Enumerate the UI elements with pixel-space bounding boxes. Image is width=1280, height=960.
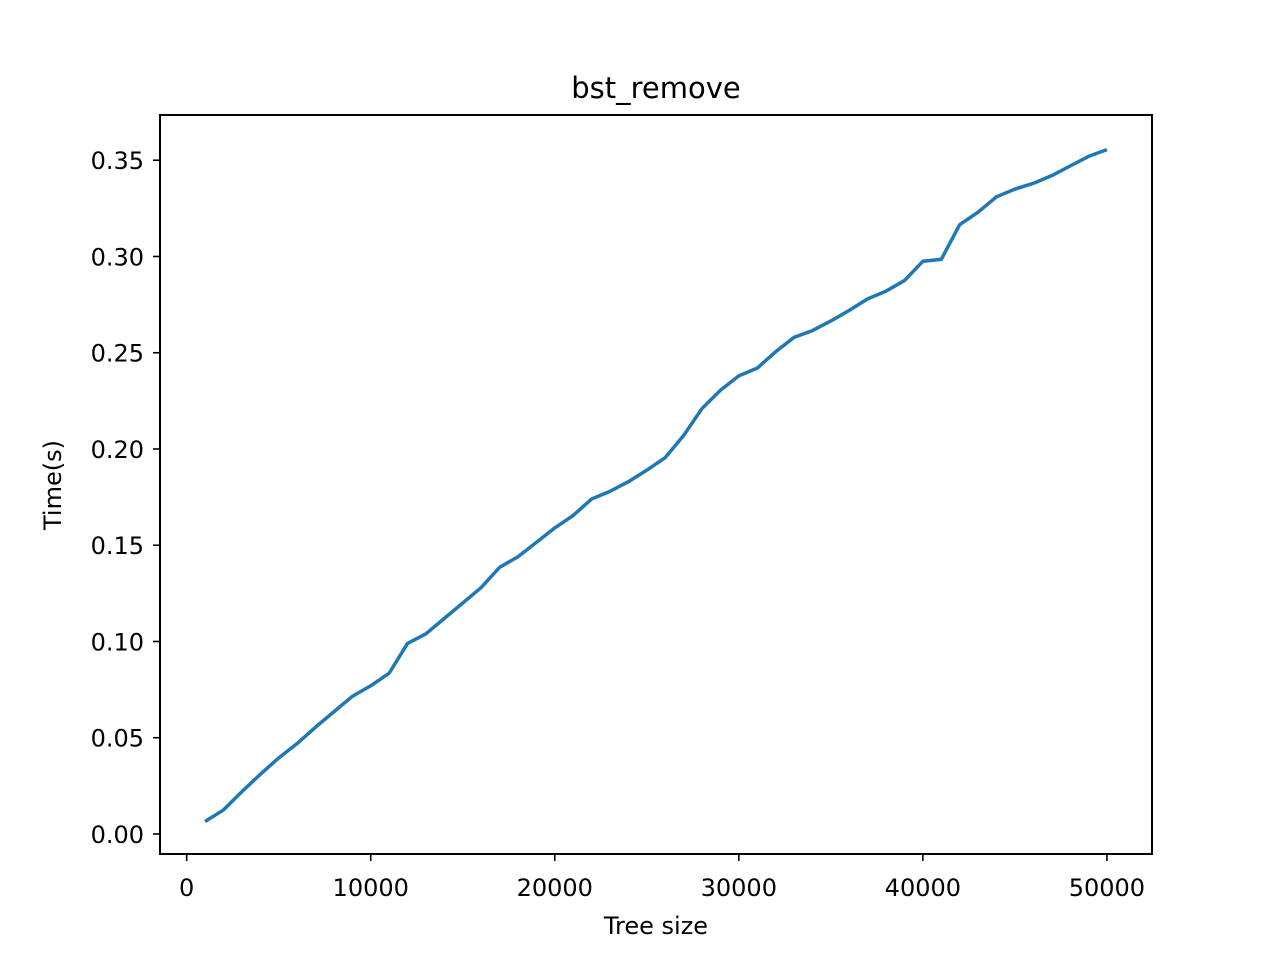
y-tick-label: 0.10 — [91, 628, 144, 656]
series-line-0 — [204, 148, 1108, 823]
y-tick-label: 0.30 — [91, 243, 144, 271]
y-tick-label: 0.05 — [91, 725, 144, 753]
plot-marks — [204, 148, 1108, 823]
y-tick-label: 0.00 — [91, 821, 144, 849]
x-tick-label: 0 — [179, 874, 194, 902]
x-axis-label: Tree size — [603, 912, 708, 940]
x-axis: 0 10000 20000 30000 40000 50000 — [179, 854, 1145, 902]
y-axis-label: Time(s) — [39, 440, 67, 531]
x-tick-label: 10000 — [333, 874, 409, 902]
x-tick-label: 40000 — [885, 874, 961, 902]
y-tick-label: 0.15 — [91, 532, 144, 560]
y-axis: 0.00 0.05 0.10 0.15 0.20 0.25 0.30 0.35 — [91, 147, 160, 849]
chart-title: bst_remove — [571, 71, 741, 105]
y-tick-label: 0.25 — [91, 340, 144, 368]
x-tick-label: 20000 — [517, 874, 593, 902]
x-tick-label: 30000 — [701, 874, 777, 902]
x-tick-label: 50000 — [1069, 874, 1145, 902]
plot-frame — [159, 114, 1153, 855]
y-tick-label: 0.35 — [91, 147, 144, 175]
y-tick-label: 0.20 — [91, 436, 144, 464]
